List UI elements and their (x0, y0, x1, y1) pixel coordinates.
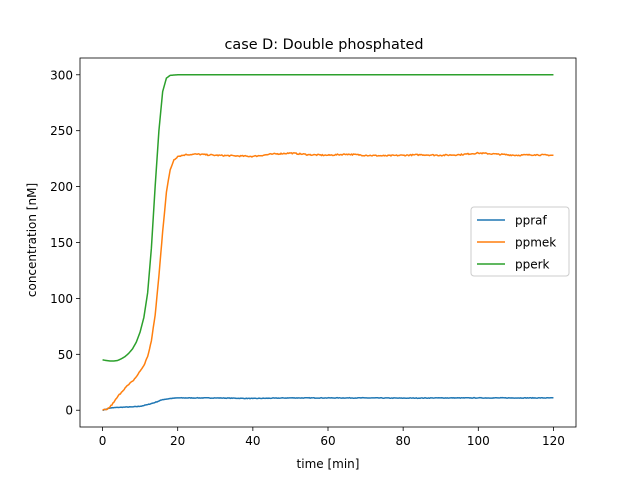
x-tick-label: 60 (320, 434, 335, 448)
legend-label-pperk: pperk (515, 258, 550, 272)
y-tick-label: 300 (50, 68, 73, 82)
chart-title: case D: Double phosphated (225, 37, 424, 53)
legend-label-ppmek: ppmek (515, 236, 556, 250)
legend-label-ppraf: ppraf (515, 214, 548, 228)
x-tick-label: 120 (542, 434, 565, 448)
y-tick-label: 0 (65, 404, 73, 418)
x-tick-label: 80 (396, 434, 411, 448)
series-line-ppraf (102, 396, 554, 411)
x-axis: 0 20 40 60 80 100 120 (99, 427, 565, 448)
y-tick-label: 50 (58, 348, 73, 362)
legend: ppraf ppmek pperk (470, 206, 570, 277)
x-tick-label: 40 (245, 434, 260, 448)
series-line-pperk (102, 74, 554, 362)
y-tick-label: 250 (50, 124, 73, 138)
x-axis-label: time [min] (297, 457, 360, 471)
y-axis-label: concentration [nM] (25, 183, 39, 297)
y-tick-label: 150 (50, 236, 73, 250)
x-tick-label: 100 (467, 434, 490, 448)
x-tick-label: 0 (99, 434, 107, 448)
y-tick-label: 200 (50, 180, 73, 194)
y-axis: 0 50 100 150 200 250 300 (50, 68, 80, 418)
x-tick-label: 20 (170, 434, 185, 448)
legend-box (470, 206, 570, 277)
series-line-ppmek (102, 151, 554, 411)
y-tick-label: 100 (50, 292, 73, 306)
